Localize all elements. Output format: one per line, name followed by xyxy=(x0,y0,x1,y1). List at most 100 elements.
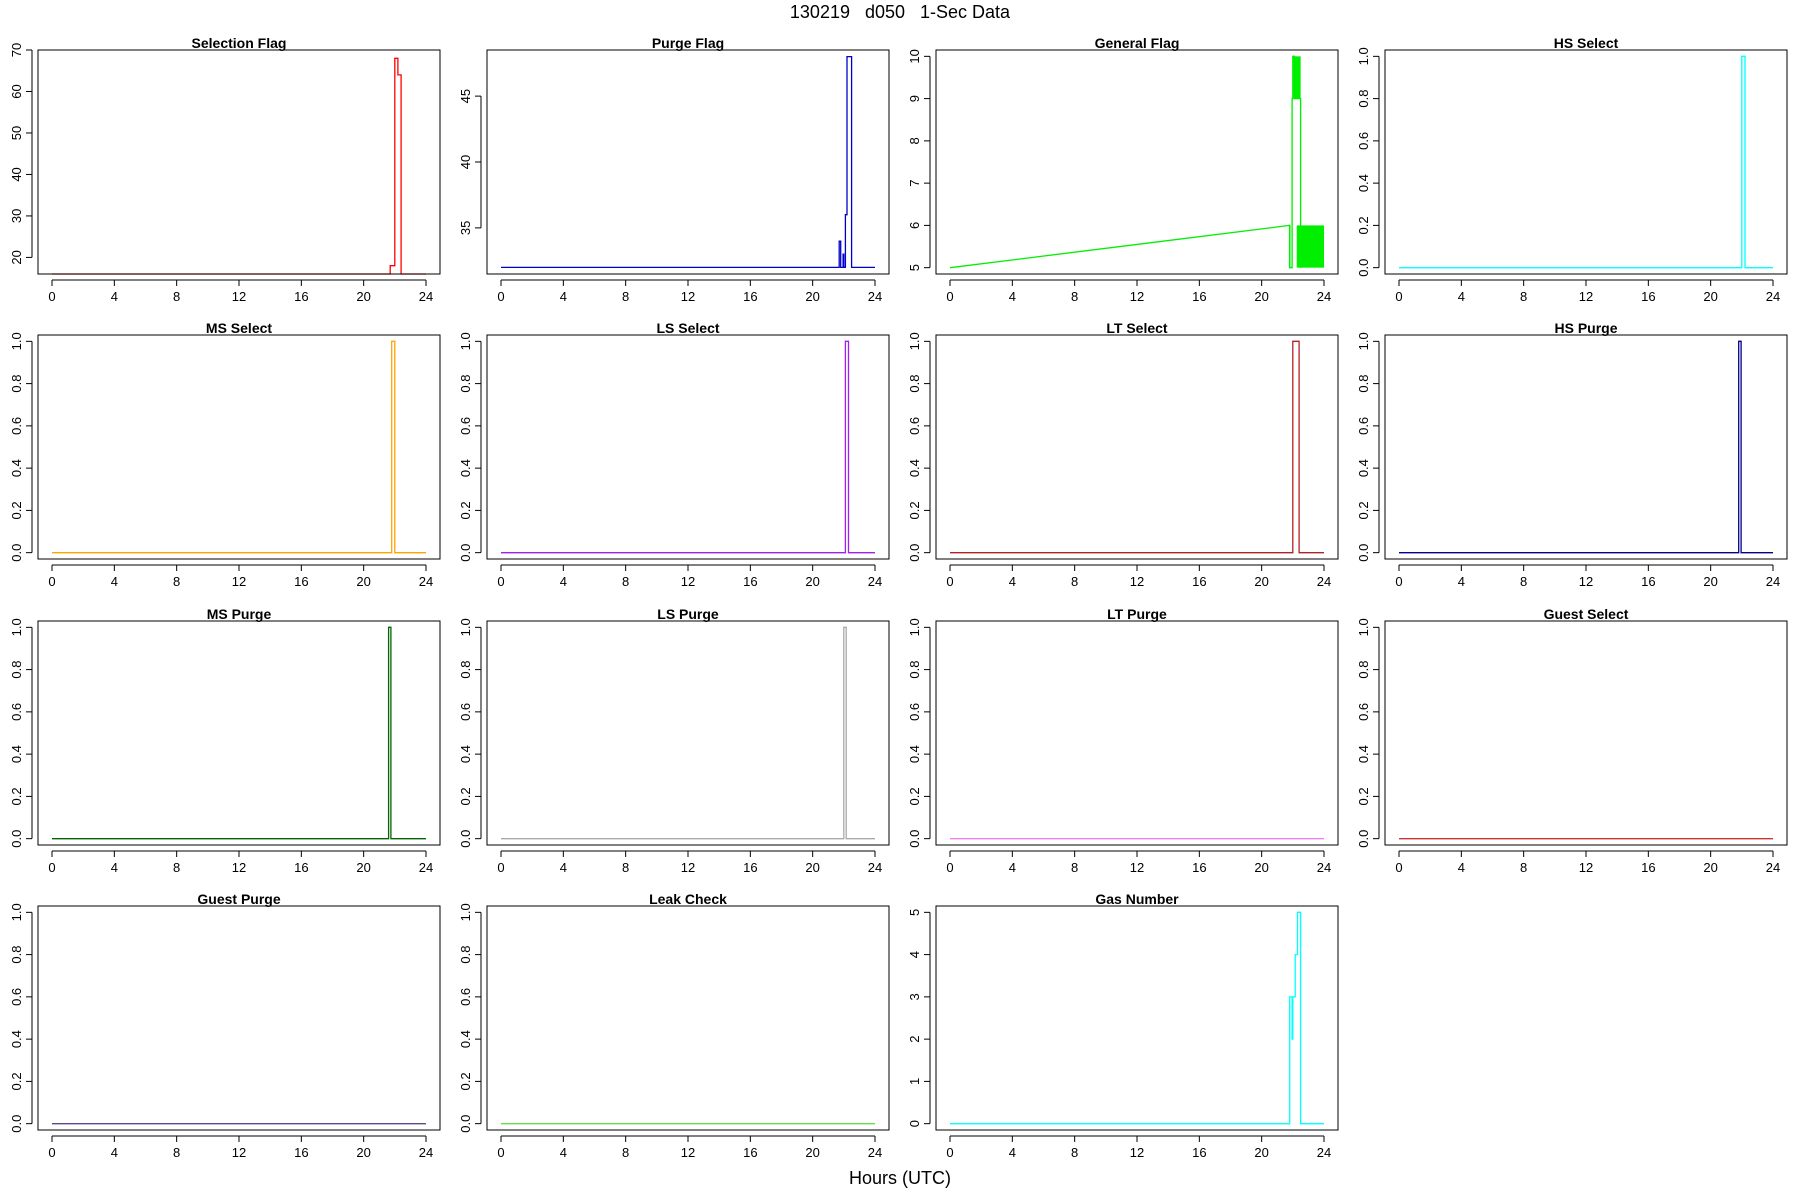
x-tick-label: 12 xyxy=(232,289,246,304)
y-tick-label: 30 xyxy=(9,209,24,223)
x-tick-label: 24 xyxy=(868,289,882,304)
data-series-line xyxy=(950,911,1324,1125)
y-tick-label: 0.4 xyxy=(458,745,473,763)
y-tick-label: 0.4 xyxy=(9,459,24,477)
y-tick-label: 0.4 xyxy=(1356,745,1371,763)
y-tick-label: 0.0 xyxy=(1356,544,1371,562)
y-tick-label: 0.4 xyxy=(458,1030,473,1048)
x-tick-label: 8 xyxy=(622,860,629,875)
y-tick-label: 0.4 xyxy=(458,459,473,477)
x-tick-label: 20 xyxy=(805,289,819,304)
x-tick-label: 0 xyxy=(497,574,504,589)
x-tick-label: 0 xyxy=(1395,574,1402,589)
y-tick-label: 20 xyxy=(9,250,24,264)
x-tick-label: 16 xyxy=(1641,289,1655,304)
chart-title: LT Purge xyxy=(1107,606,1167,622)
x-tick-label: 4 xyxy=(1009,289,1016,304)
x-tick-label: 16 xyxy=(1641,574,1655,589)
x-tick-label: 12 xyxy=(1579,574,1593,589)
x-tick-label: 8 xyxy=(1520,289,1527,304)
x-tick-label: 4 xyxy=(560,574,567,589)
x-tick-label: 20 xyxy=(1254,289,1268,304)
y-tick-label: 0.0 xyxy=(907,544,922,562)
data-series-line xyxy=(501,626,875,840)
x-tick-label: 0 xyxy=(497,1145,504,1160)
chart-panel: HS Purge 0 4 8 12 16 20 24 0.0 0.2 0.4 0.6 0.8 1.0 xyxy=(1356,320,1788,589)
x-tick-label: 0 xyxy=(946,574,953,589)
x-tick-label: 4 xyxy=(111,289,118,304)
y-tick-label: 0.2 xyxy=(458,501,473,519)
plot-frame xyxy=(486,905,890,1131)
x-tick-label: 16 xyxy=(1192,1145,1206,1160)
y-tick-label: 0.2 xyxy=(9,787,24,805)
x-tick-label: 8 xyxy=(173,289,180,304)
x-tick-label: 24 xyxy=(868,574,882,589)
x-tick-label: 8 xyxy=(622,289,629,304)
x-axis-label: Hours (UTC) xyxy=(849,1168,951,1188)
y-tick-label: 0.0 xyxy=(9,1115,24,1133)
x-tick-label: 4 xyxy=(111,860,118,875)
x-tick-label: 4 xyxy=(1458,289,1465,304)
chart-title: LS Purge xyxy=(657,606,719,622)
plot-frame xyxy=(1384,334,1788,560)
x-tick-label: 24 xyxy=(1317,574,1331,589)
plot-frame xyxy=(486,49,890,275)
y-tick-label: 5 xyxy=(907,264,922,271)
y-tick-label: 0.8 xyxy=(1356,90,1371,108)
chart-title: HS Purge xyxy=(1554,320,1617,336)
y-tick-label: 0.4 xyxy=(9,745,24,763)
x-tick-label: 20 xyxy=(1254,1145,1268,1160)
x-tick-label: 0 xyxy=(48,1145,55,1160)
y-tick-label: 5 xyxy=(907,909,922,916)
chart-panel: LS Select 0 4 8 12 16 20 24 0.0 0.2 0.4 0.6 0.8 1.0 xyxy=(458,320,890,589)
y-tick-label: 0.0 xyxy=(9,544,24,562)
x-tick-label: 0 xyxy=(1395,289,1402,304)
y-tick-label: 0.8 xyxy=(458,661,473,679)
x-tick-label: 20 xyxy=(805,574,819,589)
x-tick-label: 12 xyxy=(232,1145,246,1160)
chart-title: Gas Number xyxy=(1095,891,1179,907)
y-tick-label: 0.2 xyxy=(1356,216,1371,234)
plot-frame xyxy=(37,49,441,275)
chart-panel: LS Purge 0 4 8 12 16 20 24 0.0 0.2 0.4 0.6 0.8 1.0 xyxy=(458,606,890,875)
x-tick-label: 0 xyxy=(946,289,953,304)
y-tick-label: 1.0 xyxy=(458,903,473,921)
x-tick-label: 16 xyxy=(1641,860,1655,875)
chart-panel: MS Select 0 4 8 12 16 20 24 0.0 0.2 0.4 0.6 0.8 1.0 xyxy=(9,320,441,589)
y-tick-label: 0.8 xyxy=(1356,375,1371,393)
x-tick-label: 20 xyxy=(1703,860,1717,875)
y-tick-label: 0.2 xyxy=(9,1072,24,1090)
y-tick-label: 1.0 xyxy=(458,618,473,636)
x-tick-label: 8 xyxy=(1520,860,1527,875)
y-tick-label: 50 xyxy=(9,126,24,140)
x-tick-label: 8 xyxy=(173,860,180,875)
y-tick-label: 1.0 xyxy=(9,618,24,636)
x-tick-label: 12 xyxy=(681,1145,695,1160)
y-tick-label: 0.8 xyxy=(458,375,473,393)
data-series-line xyxy=(949,55,1302,269)
x-tick-label: 8 xyxy=(173,574,180,589)
chart-title: MS Select xyxy=(206,320,272,336)
x-tick-label: 8 xyxy=(1071,289,1078,304)
y-tick-label: 0.2 xyxy=(458,787,473,805)
x-tick-label: 16 xyxy=(1192,574,1206,589)
x-tick-label: 20 xyxy=(1703,289,1717,304)
data-series-line xyxy=(501,55,875,269)
x-tick-label: 16 xyxy=(743,860,757,875)
x-tick-label: 4 xyxy=(560,860,567,875)
x-tick-label: 16 xyxy=(294,289,308,304)
y-tick-label: 0.8 xyxy=(9,946,24,964)
y-tick-label: 0.8 xyxy=(907,661,922,679)
x-tick-label: 20 xyxy=(1254,860,1268,875)
y-tick-label: 0.4 xyxy=(9,1030,24,1048)
x-tick-label: 20 xyxy=(356,860,370,875)
data-series-line xyxy=(1399,340,1773,554)
chart-title: Leak Check xyxy=(649,891,727,907)
x-tick-label: 8 xyxy=(1071,1145,1078,1160)
y-tick-label: 35 xyxy=(458,221,473,235)
x-tick-label: 8 xyxy=(622,1145,629,1160)
y-tick-label: 0.8 xyxy=(9,661,24,679)
x-tick-label: 24 xyxy=(1766,574,1780,589)
x-tick-label: 12 xyxy=(681,574,695,589)
y-tick-label: 0.4 xyxy=(907,459,922,477)
